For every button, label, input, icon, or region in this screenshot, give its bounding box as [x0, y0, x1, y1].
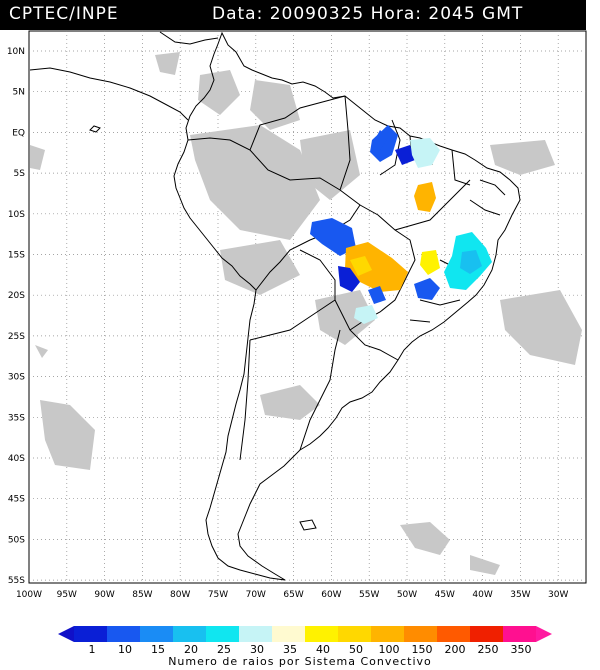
legend-end-left	[58, 626, 74, 642]
legend-value-label: 20	[184, 643, 198, 656]
legend-color-box	[404, 626, 437, 642]
legend-color-box	[239, 626, 272, 642]
legend-color-box	[272, 626, 305, 642]
lat-label: 55S	[8, 576, 25, 586]
lat-label: EQ	[12, 128, 25, 138]
legend-end-right	[536, 626, 552, 642]
legend-color-box	[107, 626, 140, 642]
latitude-labels: 10N 5N EQ 5S 10S 15S 20S 25S 30S 35S 40S 45S 50S 55S	[7, 47, 25, 586]
legend-value-label: 15	[151, 643, 165, 656]
legend-color-box	[206, 626, 239, 642]
legend-color-box	[437, 626, 470, 642]
lat-label: 35S	[8, 413, 25, 423]
legend-value-label: 10	[118, 643, 132, 656]
lon-label: 55W	[359, 590, 379, 600]
lon-label: 50W	[397, 590, 417, 600]
lightning-systems	[310, 125, 492, 324]
legend-value-label: 30	[250, 643, 264, 656]
lat-label: 5N	[13, 88, 25, 98]
legend-value-label: 25	[217, 643, 231, 656]
cloud-areas	[30, 52, 582, 575]
longitude-labels: 100W 95W 90W 85W 80W 75W 70W 65W 60W 55W 50W 45W 40W…	[16, 590, 569, 600]
legend-value-label: 200	[445, 643, 466, 656]
lat-label: 5S	[14, 169, 26, 179]
lat-label: 50S	[8, 535, 25, 545]
lon-label: 70W	[246, 590, 266, 600]
source-label: CPTEC/INPE	[9, 4, 119, 24]
legend-value-label: 350	[511, 643, 532, 656]
storm-cell-blue-west	[310, 218, 356, 256]
lat-label: 15S	[8, 251, 25, 261]
lon-label: 30W	[548, 590, 568, 600]
falklands	[299, 519, 317, 531]
storm-cell-lightcyan-north	[410, 138, 440, 168]
legend-title: Numero de raios por Sistema Convectivo	[168, 655, 432, 668]
storm-cell-blue-se	[414, 278, 440, 300]
legend-color-box	[140, 626, 173, 642]
legend-value-label: 150	[412, 643, 433, 656]
south-america-coast	[173, 31, 521, 581]
legend-color-box	[173, 626, 206, 642]
map-frame	[28, 30, 587, 584]
lat-label: 20S	[8, 291, 25, 301]
storm-cell-orange-north	[414, 182, 436, 212]
lat-label: 30S	[8, 373, 25, 383]
lon-label: 60W	[321, 590, 341, 600]
lon-label: 90W	[94, 590, 114, 600]
storm-cell-lightcyan-south	[354, 305, 378, 324]
datetime-label: Data: 20090325 Hora: 2045 GMT	[212, 4, 524, 24]
storm-cell-orange-center	[345, 242, 408, 292]
lon-label: 95W	[57, 590, 77, 600]
lon-label: 75W	[208, 590, 228, 600]
color-legend: 1 10 15 20 25 30 35 40 50 100 150 200 250 350	[58, 626, 552, 656]
legend-color-box	[305, 626, 338, 642]
legend-color-box	[338, 626, 371, 642]
legend-value-label: 35	[283, 643, 297, 656]
legend-color-box	[74, 626, 107, 642]
legend-color-boxes	[74, 626, 536, 642]
lat-label: 45S	[8, 495, 25, 505]
legend-value-labels: 1 10 15 20 25 30 35 40 50 100 150 200 250 350	[89, 643, 532, 656]
lightning-map: 10N5NEQ5S10S15S20S25S30S35S40S45S50S55S …	[7, 30, 587, 600]
legend-value-label: 40	[316, 643, 330, 656]
lon-label: 85W	[132, 590, 152, 600]
lat-label: 25S	[8, 332, 25, 342]
legend-value-label: 50	[349, 643, 363, 656]
lon-label: 40W	[472, 590, 492, 600]
title-bar: CPTEC/INPE Data: 20090325 Hora: 2045 GMT	[0, 0, 586, 30]
lat-label: 40S	[8, 454, 25, 464]
legend-color-box	[503, 626, 536, 642]
lon-label: 80W	[170, 590, 190, 600]
legend-value-label: 1	[89, 643, 96, 656]
legend-color-box	[371, 626, 404, 642]
storm-cell-yellow-east	[420, 250, 440, 275]
legend-color-box	[470, 626, 503, 642]
central-america-coast	[29, 31, 219, 121]
lat-label: 10S	[8, 210, 25, 220]
legend-value-label: 250	[478, 643, 499, 656]
lon-label: 100W	[16, 590, 42, 600]
grid-lines	[29, 31, 586, 583]
lat-label: 10N	[7, 47, 25, 57]
lon-label: 65W	[283, 590, 303, 600]
storm-cell-navy-sw	[338, 266, 360, 292]
legend-value-label: 100	[379, 643, 400, 656]
lon-label: 45W	[435, 590, 455, 600]
lon-label: 35W	[510, 590, 530, 600]
